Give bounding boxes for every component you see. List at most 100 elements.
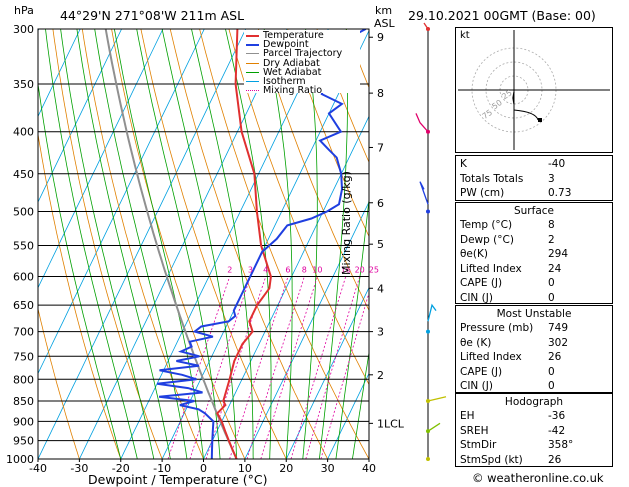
table-row: Lifted Index 24 <box>460 262 608 276</box>
table-row: θe (K) 302 <box>460 336 608 350</box>
hodograph-storm-motion <box>513 109 539 121</box>
legend-swatch <box>246 44 259 47</box>
km-tick-label: 5 <box>377 238 384 251</box>
hodograph-kt-label: kt <box>460 30 470 41</box>
legend-swatch <box>246 35 259 37</box>
row-label: SREH <box>460 424 489 437</box>
pressure-tick-label: 550 <box>13 239 34 252</box>
temp-tick-label: -40 <box>29 462 47 475</box>
row-value: 0 <box>548 365 555 378</box>
asl-label: ASL <box>374 17 395 30</box>
wet-adiabat-line <box>38 81 122 459</box>
pressure-tick-label: 750 <box>13 350 34 363</box>
legend-label: Temperature <box>263 30 324 41</box>
km-tick-label: 4 <box>377 282 384 295</box>
temperature-line <box>216 29 272 459</box>
pressure-tick-label: 900 <box>13 415 34 428</box>
wind-barb <box>419 181 429 205</box>
row-label: Dewp (°C) <box>460 233 514 246</box>
table-row: Totals Totals 3 <box>460 172 608 186</box>
row-label: PW (cm) <box>460 187 505 199</box>
row-value: -42 <box>548 424 566 437</box>
row-label: StmDir <box>460 439 497 451</box>
pressure-tick-label: 700 <box>13 326 34 339</box>
x-axis-label: Dewpoint / Temperature (°C) <box>88 472 268 487</box>
table-row: SREH -42 <box>460 424 608 438</box>
y-axis-label-right: Mixing Ratio (g/kg) <box>340 171 353 275</box>
isotherm-line <box>38 29 247 459</box>
dewpoint-line <box>156 29 367 459</box>
table-row: Temp (°C) 8 <box>460 218 608 232</box>
pressure-tick-label: 800 <box>13 373 34 386</box>
row-label: CIN (J) <box>460 380 493 392</box>
temp-tick-label: 10 <box>238 462 252 475</box>
km-tick-label: 3 <box>377 326 384 339</box>
pressure-tick-label: 600 <box>13 271 34 284</box>
dry-adiabat-line <box>287 29 369 238</box>
legend-label: Isotherm <box>263 75 306 87</box>
mixing-ratio-line <box>320 291 369 459</box>
row-value: 24 <box>548 262 562 275</box>
legend-label: Wet Adiabat <box>263 66 322 78</box>
km-tick-label: 1LCL <box>377 417 405 430</box>
footer-credit[interactable]: © weatheronline.co.uk <box>472 471 604 485</box>
table-row: Dewp (°C) 2 <box>460 233 608 247</box>
mixing-ratio-line <box>305 276 361 459</box>
pressure-tick-label: 650 <box>13 299 34 312</box>
row-value: 0 <box>548 380 555 392</box>
row-value: 749 <box>548 322 569 334</box>
isotherm-line <box>38 29 164 289</box>
row-value: 3 <box>548 172 555 185</box>
mixing-ratio-label: 20 <box>355 266 365 275</box>
legend-item: Wet Adiabat <box>244 66 360 78</box>
km-tick-label: 9 <box>377 31 384 44</box>
legend-swatch <box>246 90 259 92</box>
legend-item: Dewpoint <box>244 40 360 50</box>
mixing-ratio-line <box>189 276 251 459</box>
legend-swatch <box>246 53 259 55</box>
row-value: 302 <box>548 336 569 349</box>
wind-barb <box>427 396 447 402</box>
row-label: Lifted Index <box>460 262 522 275</box>
km-label: km <box>375 4 393 17</box>
row-value: 0 <box>548 291 555 304</box>
table-row: StmSpd (kt) 26 <box>460 453 608 467</box>
mixing-ratio-label: 10 <box>312 266 322 275</box>
isotherm-line <box>327 372 369 459</box>
row-value: 294 <box>548 248 569 260</box>
km-tick-label: 8 <box>377 87 384 100</box>
row-value: 0.73 <box>548 187 572 199</box>
hpa-label: hPa <box>14 4 34 17</box>
row-value: -36 <box>548 410 566 422</box>
legend: Temperature Dewpoint Parcel Trajectory Dry … <box>244 30 360 96</box>
row-label: Totals Totals <box>460 172 524 185</box>
km-tick-label: 2 <box>377 369 384 382</box>
legend-item: Dry Adiabat <box>244 58 360 68</box>
mixing-ratio-label: 25 <box>369 266 379 275</box>
table-row: CIN (J) 0 <box>460 379 608 393</box>
surface-title: Surface <box>513 205 554 217</box>
pressure-tick-label: 950 <box>13 435 34 448</box>
legend-swatch <box>246 71 259 73</box>
wind-barb <box>427 303 437 322</box>
table-row: CAPE (J) 0 <box>460 276 608 290</box>
temp-tick-label: 20 <box>279 462 293 475</box>
mixing-ratio-line <box>246 276 305 459</box>
legend-swatch <box>246 62 259 64</box>
wind-marker <box>426 209 430 214</box>
legend-label: Parcel Trajectory <box>263 48 343 60</box>
hodograph-ring-label: 50 <box>490 98 504 111</box>
mixing-ratio-line <box>260 276 318 459</box>
pressure-tick-label: 1000 <box>6 453 34 466</box>
temp-tick-label: -10 <box>153 462 171 475</box>
indices-box: K -40 Totals Totals 3 PW (cm) 0.73 <box>455 155 613 201</box>
most-unstable-box: Most Unstable Pressure (mb) 749 θe (K) 302 L… <box>455 305 613 393</box>
table-row: K -40 <box>460 157 608 171</box>
legend-item: Mixing Ratio <box>244 86 360 96</box>
mixing-ratio-label: 3 <box>248 266 253 275</box>
row-label: StmSpd (kt) <box>460 453 523 466</box>
mixing-ratio-label: 6 <box>285 266 290 275</box>
row-value: 26 <box>548 351 562 363</box>
temp-tick-label: -30 <box>70 462 88 475</box>
